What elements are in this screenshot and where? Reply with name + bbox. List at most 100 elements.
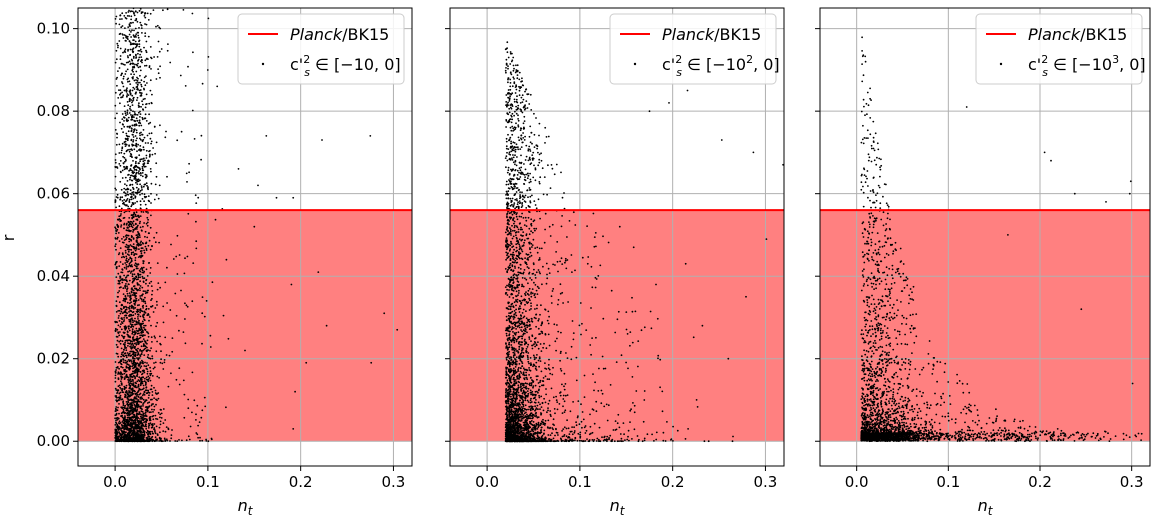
data-point <box>135 297 138 300</box>
x-axis-label: nt <box>238 496 254 515</box>
data-point <box>123 191 125 194</box>
data-point <box>140 298 143 301</box>
data-point <box>127 104 130 107</box>
data-point <box>114 61 117 64</box>
data-point <box>518 326 521 329</box>
data-point <box>522 382 525 385</box>
data-point <box>138 234 141 236</box>
data-point <box>535 227 538 230</box>
data-point <box>127 342 129 345</box>
data-point <box>214 218 217 221</box>
data-point <box>150 192 152 195</box>
data-point <box>140 186 143 189</box>
data-point <box>155 417 157 420</box>
data-point <box>160 358 163 361</box>
data-point <box>128 198 131 201</box>
data-point <box>119 89 122 92</box>
data-point <box>590 353 592 356</box>
data-point <box>127 188 130 191</box>
data-point <box>130 394 133 397</box>
data-point <box>130 398 132 401</box>
data-point <box>136 267 139 270</box>
data-point <box>137 385 140 388</box>
data-point <box>115 300 118 303</box>
y-axis-label: r <box>0 234 18 241</box>
data-point <box>126 292 129 295</box>
data-point <box>157 411 160 414</box>
data-point <box>143 328 146 331</box>
data-point <box>129 294 132 297</box>
data-point <box>132 229 135 232</box>
data-point <box>506 151 508 154</box>
data-point <box>178 383 181 386</box>
data-point <box>130 344 133 346</box>
data-point <box>510 340 513 343</box>
data-point <box>128 391 130 394</box>
data-point <box>165 426 168 428</box>
data-point <box>126 109 129 112</box>
data-point <box>635 390 638 392</box>
data-point <box>547 333 550 336</box>
data-point <box>126 333 129 336</box>
data-point <box>137 364 140 367</box>
data-point <box>634 310 637 313</box>
data-point <box>132 411 135 413</box>
data-point <box>201 439 204 442</box>
data-point <box>142 440 145 443</box>
data-point <box>149 419 152 422</box>
data-point <box>143 314 146 316</box>
data-point <box>552 366 554 369</box>
data-point <box>147 195 150 198</box>
data-point <box>154 436 157 439</box>
data-point <box>122 77 125 80</box>
data-point <box>137 343 140 346</box>
data-point <box>132 186 134 189</box>
data-point <box>138 337 141 340</box>
data-point <box>117 291 119 294</box>
data-point <box>528 187 531 189</box>
data-point <box>118 89 120 91</box>
data-point <box>135 63 138 66</box>
data-point <box>114 245 117 248</box>
data-point <box>165 130 167 133</box>
data-point <box>131 114 134 117</box>
data-point <box>126 180 129 182</box>
data-point <box>142 393 145 395</box>
data-point <box>126 306 128 309</box>
data-point <box>144 106 147 109</box>
data-point <box>149 267 152 269</box>
data-point <box>200 134 203 137</box>
data-point <box>134 178 137 180</box>
data-point <box>131 127 133 130</box>
data-point <box>124 64 126 66</box>
data-point <box>124 311 127 314</box>
data-point <box>119 32 122 35</box>
data-point <box>132 70 135 73</box>
data-point <box>130 245 133 248</box>
data-point <box>131 440 134 442</box>
data-point <box>137 322 140 325</box>
data-point <box>130 259 133 262</box>
data-point <box>147 389 150 392</box>
data-point <box>132 139 135 141</box>
data-point <box>141 189 143 191</box>
data-point <box>142 316 145 319</box>
data-point <box>115 311 118 313</box>
data-point <box>154 183 157 186</box>
data-point <box>514 366 517 368</box>
data-point <box>139 81 141 84</box>
data-point <box>138 137 141 140</box>
data-point <box>124 422 127 425</box>
data-point <box>527 343 530 346</box>
data-point <box>144 113 147 116</box>
data-point <box>150 336 153 339</box>
data-point <box>139 276 142 279</box>
data-point <box>134 437 137 440</box>
data-point <box>510 376 513 378</box>
data-point <box>121 340 124 343</box>
data-point <box>127 221 130 224</box>
data-point <box>132 160 134 162</box>
data-point <box>538 388 540 391</box>
data-point <box>165 354 168 356</box>
data-point <box>137 111 140 114</box>
